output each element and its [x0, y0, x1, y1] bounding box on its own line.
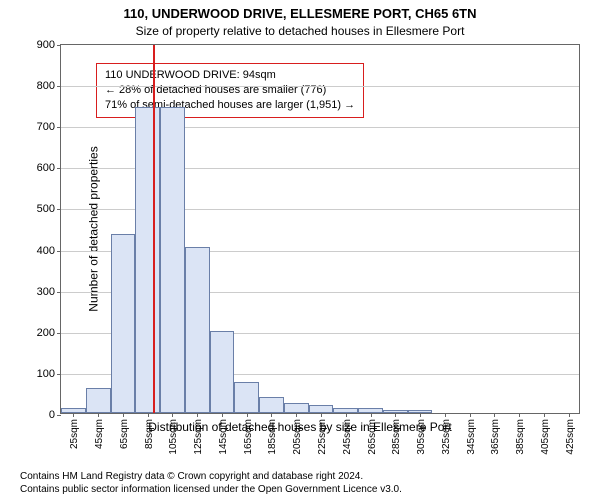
bar — [210, 331, 235, 413]
x-tick-mark — [247, 413, 248, 417]
y-tick-mark — [57, 209, 61, 210]
property-marker-line — [153, 45, 155, 413]
y-tick-mark — [57, 374, 61, 375]
y-tick-label: 500 — [23, 203, 61, 215]
bar — [86, 388, 111, 413]
x-tick-mark — [569, 413, 570, 417]
annotation-line1: 110 UNDERWOOD DRIVE: 94sqm — [105, 68, 355, 83]
bar — [234, 382, 259, 413]
y-tick-mark — [57, 45, 61, 46]
bar — [284, 403, 309, 413]
chart-title-address: 110, UNDERWOOD DRIVE, ELLESMERE PORT, CH… — [0, 6, 600, 21]
x-tick-mark — [519, 413, 520, 417]
y-tick-label: 700 — [23, 121, 61, 133]
x-tick-mark — [321, 413, 322, 417]
x-tick-mark — [371, 413, 372, 417]
y-tick-mark — [57, 127, 61, 128]
y-tick-mark — [57, 168, 61, 169]
footer-line2: Contains public sector information licen… — [20, 483, 402, 496]
x-tick-mark — [172, 413, 173, 417]
x-tick-mark — [98, 413, 99, 417]
x-axis-label: Distribution of detached houses by size … — [0, 420, 600, 434]
y-tick-mark — [57, 333, 61, 334]
y-tick-label: 800 — [23, 80, 61, 92]
bar — [160, 107, 185, 413]
x-tick-mark — [73, 413, 74, 417]
gridline — [61, 86, 579, 87]
x-tick-mark — [544, 413, 545, 417]
y-tick-label: 200 — [23, 327, 61, 339]
x-tick-mark — [470, 413, 471, 417]
annotation-line2: ← 28% of detached houses are smaller (77… — [105, 83, 355, 98]
y-tick-label: 100 — [23, 368, 61, 380]
x-tick-mark — [494, 413, 495, 417]
x-tick-mark — [296, 413, 297, 417]
y-tick-label: 600 — [23, 162, 61, 174]
chart-title-subtitle: Size of property relative to detached ho… — [0, 24, 600, 38]
y-tick-mark — [57, 415, 61, 416]
y-tick-label: 400 — [23, 245, 61, 257]
chart-plot-area: Number of detached properties 110 UNDERW… — [60, 44, 580, 414]
x-tick-mark — [445, 413, 446, 417]
x-tick-mark — [420, 413, 421, 417]
x-tick-mark — [222, 413, 223, 417]
bar — [259, 397, 284, 413]
x-tick-mark — [395, 413, 396, 417]
bar — [185, 247, 210, 414]
bar — [111, 234, 136, 413]
footer-line1: Contains HM Land Registry data © Crown c… — [20, 470, 402, 483]
y-tick-label: 900 — [23, 39, 61, 51]
footer-attribution: Contains HM Land Registry data © Crown c… — [20, 470, 402, 496]
bar — [309, 405, 334, 413]
y-axis-label: Number of detached properties — [87, 146, 101, 311]
x-tick-mark — [346, 413, 347, 417]
y-tick-mark — [57, 251, 61, 252]
y-tick-label: 300 — [23, 286, 61, 298]
x-tick-mark — [123, 413, 124, 417]
x-tick-mark — [271, 413, 272, 417]
y-tick-mark — [57, 86, 61, 87]
x-tick-mark — [197, 413, 198, 417]
bar — [135, 107, 160, 413]
y-tick-mark — [57, 292, 61, 293]
x-tick-mark — [148, 413, 149, 417]
